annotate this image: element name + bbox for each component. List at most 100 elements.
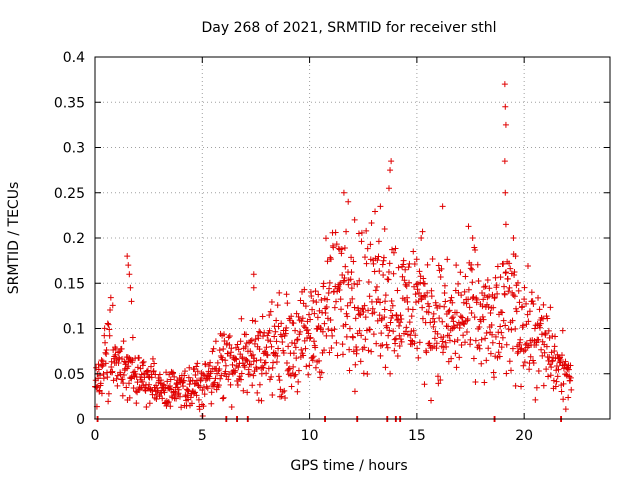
data-point	[425, 309, 432, 316]
data-point	[374, 317, 381, 324]
data-point	[244, 389, 251, 396]
data-point	[416, 289, 423, 296]
data-point	[394, 317, 401, 324]
data-point	[288, 383, 295, 390]
y-tick-label: 0.3	[63, 141, 85, 157]
data-point	[233, 356, 240, 363]
data-point	[361, 254, 368, 261]
data-point	[465, 286, 472, 293]
data-point	[390, 328, 397, 335]
data-point	[414, 345, 421, 352]
data-point	[164, 378, 171, 385]
data-point	[104, 320, 111, 327]
data-point	[302, 324, 309, 331]
data-point	[263, 344, 270, 351]
data-point	[330, 244, 337, 251]
data-point	[232, 355, 239, 362]
data-point	[264, 332, 271, 339]
data-point	[383, 341, 390, 348]
data-point	[268, 343, 275, 350]
data-point	[382, 292, 389, 299]
data-point	[472, 247, 479, 254]
data-point	[453, 262, 460, 269]
chart-title: Day 268 of 2021, SRMTID for receiver sth…	[202, 20, 497, 36]
data-point	[256, 346, 263, 353]
data-point	[434, 373, 441, 380]
data-point	[276, 377, 283, 384]
data-point	[411, 260, 418, 267]
data-point	[381, 314, 388, 321]
data-point	[260, 333, 267, 340]
data-point	[541, 349, 548, 356]
data-point	[502, 221, 509, 228]
data-point	[301, 286, 308, 293]
data-point	[227, 381, 234, 388]
data-point	[124, 253, 131, 260]
data-point	[411, 340, 418, 347]
data-point	[439, 338, 446, 345]
data-point	[192, 372, 199, 379]
data-point	[451, 338, 458, 345]
data-point	[100, 375, 107, 382]
data-point	[306, 335, 313, 342]
data-point	[441, 303, 448, 310]
data-point	[404, 298, 411, 305]
data-point	[513, 308, 520, 315]
data-point	[480, 316, 487, 323]
data-point	[232, 367, 239, 374]
data-point	[537, 320, 544, 327]
data-point	[134, 364, 141, 371]
data-point	[304, 327, 311, 334]
data-point	[311, 338, 318, 345]
data-point	[502, 189, 509, 196]
data-point	[205, 362, 212, 369]
data-point	[250, 284, 257, 291]
data-point	[540, 382, 547, 389]
data-point	[226, 341, 233, 348]
data-point	[219, 356, 226, 363]
data-point	[507, 367, 514, 374]
data-point	[98, 357, 105, 364]
data-point	[307, 316, 314, 323]
data-point	[295, 378, 302, 385]
data-point	[248, 361, 255, 368]
data-point	[222, 357, 229, 364]
data-point	[214, 359, 221, 366]
data-point	[460, 299, 467, 306]
data-point	[354, 281, 361, 288]
data-point	[181, 372, 188, 379]
data-point	[506, 358, 513, 365]
data-point	[107, 306, 114, 313]
data-point	[387, 319, 394, 326]
data-point	[430, 310, 437, 317]
data-point	[297, 328, 304, 335]
data-point	[402, 281, 409, 288]
data-point	[548, 358, 555, 365]
data-point	[386, 327, 393, 334]
data-point	[306, 362, 313, 369]
data-point	[484, 276, 491, 283]
data-point	[406, 319, 413, 326]
data-point	[324, 258, 331, 265]
data-point	[568, 386, 575, 393]
y-tick-label: 0	[76, 412, 85, 428]
data-point	[167, 403, 174, 410]
x-tick-label: 15	[408, 428, 426, 444]
data-point	[125, 262, 132, 269]
data-point	[391, 347, 398, 354]
data-point	[204, 385, 211, 392]
data-point	[360, 370, 367, 377]
data-point	[481, 379, 488, 386]
data-point	[365, 307, 372, 314]
data-point	[326, 349, 333, 356]
data-point	[418, 235, 425, 241]
data-point	[249, 382, 256, 389]
data-point	[353, 347, 360, 354]
data-point	[314, 325, 321, 332]
data-point	[535, 336, 542, 343]
data-point	[262, 359, 269, 366]
data-point	[243, 356, 250, 363]
data-point	[237, 338, 244, 345]
data-point	[510, 235, 517, 241]
data-point	[258, 397, 265, 404]
